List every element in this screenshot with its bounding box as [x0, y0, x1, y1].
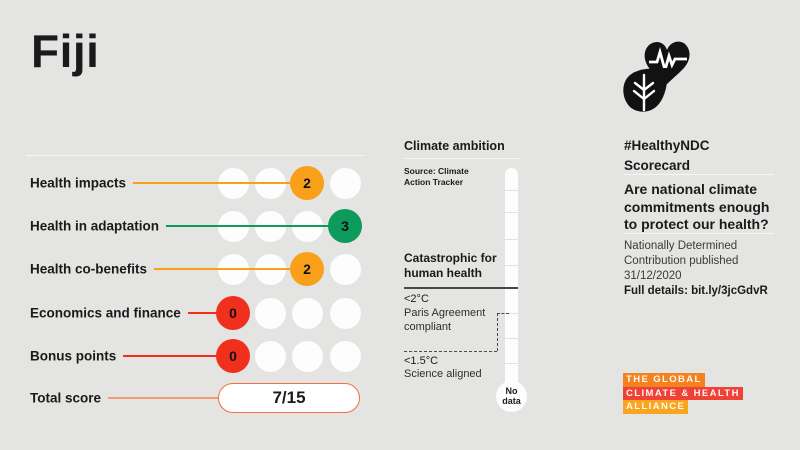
climate-ambition-title: Climate ambition [404, 139, 505, 153]
thermometer-segment-line [505, 313, 518, 314]
leaf-icon [623, 68, 668, 112]
thermometer-segment-line [505, 265, 518, 266]
two-deg-desc: Paris Agreement compliant [404, 307, 486, 333]
page-title: Fiji [31, 25, 100, 77]
hashtag-title: #HealthyNDC Scorecard [624, 136, 710, 176]
no-data-label: No data [502, 386, 521, 406]
score-row-label: Health impacts [30, 175, 127, 191]
score-connector-line [133, 182, 307, 184]
thermometer-segment-line [505, 338, 518, 339]
two-deg-label: <2°C [404, 293, 429, 305]
thermometer-bar [505, 168, 518, 383]
score-dot [291, 340, 323, 372]
one-five-deg-desc: Science aligned [404, 368, 482, 380]
score-row-label: Health in adaptation [30, 218, 160, 234]
full-details-link[interactable]: Full details: bit.ly/3jcGdvR [624, 285, 768, 297]
total-connector-line [108, 397, 220, 399]
total-score-pill: 7/15 [218, 383, 360, 413]
score-connector-line [166, 225, 345, 227]
thermometer-segment-line [505, 363, 518, 364]
score-dot [329, 253, 361, 285]
score-dot [329, 340, 361, 372]
catastrophic-threshold-line [404, 287, 518, 289]
no-data-bulb: No data [496, 381, 527, 412]
hashtag-line1: #HealthyNDC [624, 138, 710, 153]
thermometer-segment-line [505, 239, 518, 240]
score-connector-line [188, 312, 233, 314]
score-dot-filled: 3 [328, 209, 362, 243]
score-dot [329, 297, 361, 329]
score-row-label: Bonus points [30, 348, 117, 364]
score-dot [254, 297, 286, 329]
ndc-published-text: Nationally Determined Contribution publi… [624, 240, 739, 282]
left-divider [26, 155, 364, 156]
score-dot-filled: 2 [290, 166, 324, 200]
score-row-label: Health co-benefits [30, 261, 148, 277]
score-dot-filled: 2 [290, 252, 324, 286]
thermometer-segment-line [505, 212, 518, 213]
heart-heartbeat-leaf-icon [623, 41, 690, 112]
alliance-logo-line1: THE GLOBAL [623, 373, 705, 387]
total-score-value: 7/15 [272, 388, 306, 407]
catastrophic-label: Catastrophic for human health [404, 251, 497, 280]
score-connector-line [123, 355, 233, 357]
score-connector-line [154, 268, 307, 270]
dashed-threshold-vertical [497, 313, 498, 351]
right-divider-top [624, 174, 774, 175]
alliance-logo-line3: ALLIANCE [623, 400, 689, 414]
score-dot-filled: 0 [216, 296, 250, 330]
score-dot [291, 297, 323, 329]
dashed-threshold-bottom [404, 351, 497, 352]
question-text: Are national climate commitments enough … [624, 181, 770, 232]
one-five-deg-label: <1.5°C [404, 355, 439, 367]
score-dot [254, 340, 286, 372]
ambition-divider [404, 158, 521, 159]
score-row-label: Economics and finance [30, 305, 181, 321]
thermometer-segment-line [505, 190, 518, 191]
score-dot [329, 167, 361, 199]
hashtag-line2: Scorecard [624, 158, 691, 173]
right-divider-bottom [624, 233, 774, 234]
total-score-label: Total score [30, 390, 102, 406]
alliance-logo-line2: CLIMATE & HEALTH [623, 386, 743, 400]
alliance-logo: THE GLOBAL CLIMATE & HEALTH ALLIANCE [623, 373, 743, 414]
ambition-source: Source: Climate Action Tracker [404, 166, 469, 187]
score-dot-filled: 0 [216, 339, 250, 373]
dashed-threshold-top [497, 313, 509, 314]
